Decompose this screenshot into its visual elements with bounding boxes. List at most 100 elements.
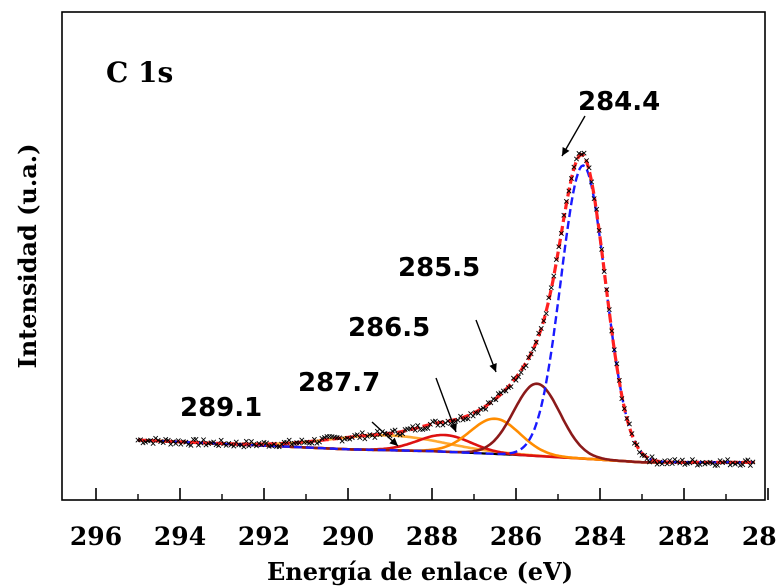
data-point <box>657 459 663 465</box>
data-point <box>551 273 557 279</box>
data-point <box>483 406 489 412</box>
data-point <box>674 459 680 465</box>
data-point <box>629 431 635 437</box>
data-point <box>374 428 380 434</box>
data-point <box>165 437 171 443</box>
x-tick-label: 288 <box>406 522 458 551</box>
data-point <box>251 441 257 447</box>
data-point <box>614 361 620 367</box>
data-point <box>528 351 534 357</box>
data-point <box>664 461 670 467</box>
data-point <box>415 423 421 429</box>
data-point <box>160 440 166 446</box>
data-point <box>226 440 232 446</box>
data-point <box>170 439 176 445</box>
data-point <box>563 198 569 204</box>
data-point <box>150 440 156 447</box>
y-axis-title: Intensidad (u.a.) <box>13 144 42 369</box>
data-point <box>687 460 693 466</box>
data-point <box>513 377 519 383</box>
data-point <box>155 437 161 443</box>
x-tick-label: 282 <box>658 522 710 551</box>
data-point <box>465 416 471 422</box>
data-point <box>432 418 438 424</box>
data-point <box>715 462 721 468</box>
data-point <box>392 427 398 433</box>
peak-label-286-5: 286.5 <box>348 313 430 343</box>
data-point <box>541 318 547 324</box>
data-point <box>453 418 459 424</box>
data-point <box>201 437 207 443</box>
data-point <box>188 442 194 448</box>
data-point <box>372 434 378 441</box>
data-point <box>337 435 343 441</box>
data-point <box>558 230 564 236</box>
data-point <box>556 244 562 250</box>
data-point <box>359 430 365 436</box>
data-point <box>619 396 625 402</box>
data-point <box>599 246 605 252</box>
data-point <box>246 443 252 449</box>
data-point <box>425 425 431 431</box>
x-axis-ticks <box>95 488 769 500</box>
data-point <box>508 384 514 390</box>
data-point <box>503 388 509 394</box>
data-point <box>460 417 466 423</box>
data-point <box>455 417 461 423</box>
x-tick-label: 290 <box>322 522 374 551</box>
data-point <box>228 442 234 448</box>
data-point <box>516 374 522 380</box>
data-point <box>649 454 655 460</box>
data-point <box>611 347 617 353</box>
x-tick-label: 280 <box>742 522 776 551</box>
data-point <box>216 443 222 449</box>
data-point <box>682 461 688 467</box>
data-point <box>221 441 227 447</box>
component-peak-289-1 <box>137 433 755 464</box>
data-point <box>581 150 587 156</box>
data-point <box>573 156 579 162</box>
x-axis-tick-labels: 296 294 292 290 288 286 284 282 280 <box>70 522 776 551</box>
data-point <box>311 436 317 442</box>
data-point <box>644 456 650 462</box>
data-point <box>536 330 542 336</box>
data-point <box>747 462 753 468</box>
data-point <box>594 206 600 212</box>
data-point <box>523 363 529 369</box>
data-point <box>410 424 416 430</box>
data-point <box>740 462 746 468</box>
panel-label: C 1s <box>106 56 173 89</box>
data-point <box>730 460 736 466</box>
data-point <box>243 438 249 444</box>
data-point <box>309 440 315 446</box>
peak-arrow-head <box>562 147 570 156</box>
data-point <box>175 438 181 444</box>
data-point <box>241 444 247 450</box>
data-point <box>631 440 637 446</box>
data-point <box>647 459 653 465</box>
data-point <box>347 436 353 442</box>
peak-arrow-head <box>389 437 398 446</box>
data-point <box>589 179 595 185</box>
data-point <box>395 431 401 437</box>
peak-labels: 284.4 285.5 286.5 287.7 289.1 <box>180 87 660 423</box>
data-point <box>609 328 615 334</box>
data-point <box>679 457 685 463</box>
data-point <box>538 325 544 331</box>
data-point <box>238 442 244 448</box>
data-point <box>606 307 612 313</box>
data-point <box>400 431 406 437</box>
data-point <box>203 442 209 448</box>
data-point <box>458 413 464 419</box>
data-point <box>543 310 549 317</box>
x-tick-label: 284 <box>574 522 626 551</box>
peak-arrow <box>475 319 497 373</box>
fit-envelope <box>137 152 755 464</box>
data-point <box>412 427 418 433</box>
data-point <box>568 175 574 182</box>
x-axis-title: Energía de enlace (eV) <box>267 557 573 586</box>
data-point <box>561 212 567 218</box>
data-point <box>548 285 554 291</box>
x-tick-label: 296 <box>70 522 122 551</box>
